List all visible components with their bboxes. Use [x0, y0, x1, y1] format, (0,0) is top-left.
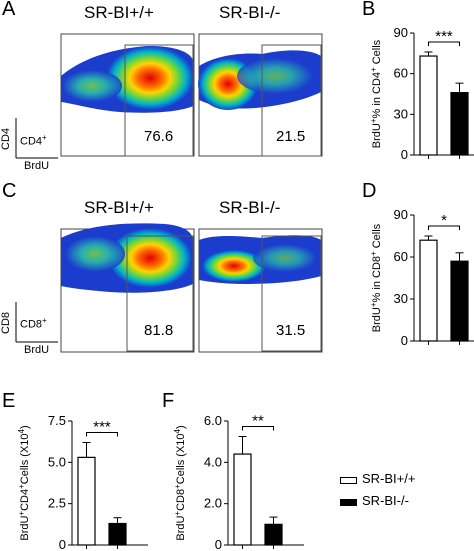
y-label-text: BrdU — [371, 123, 383, 148]
significance-label: ** — [252, 413, 264, 430]
panel-label-c: C — [2, 180, 17, 202]
legend-label-ko: SR-BI-/- — [362, 493, 409, 508]
bar-ko — [108, 522, 127, 546]
y-label-superscript: + — [369, 302, 378, 307]
y-label-text: ) — [19, 425, 31, 429]
y-tick-label: 2.0 — [204, 496, 222, 511]
y-label-superscript: + — [173, 484, 182, 489]
panel-label-a: A — [2, 0, 16, 20]
y-label-superscript: + — [369, 67, 378, 72]
y-tick-label: 6.0 — [204, 413, 222, 428]
significance-label: *** — [435, 28, 453, 45]
y-tick-label: 7.5 — [48, 413, 66, 428]
legend-swatch-ko — [340, 499, 357, 506]
y-label-text: CD4 — [19, 489, 31, 511]
y-tick-label: 0 — [401, 147, 408, 162]
axis-indicator-cd8 — [15, 302, 58, 343]
y-tick-label: 5.0 — [48, 454, 66, 469]
y-label-superscript: 4 — [17, 428, 26, 433]
bar-ko — [450, 92, 469, 156]
significance-bracket — [428, 225, 460, 230]
flow-plot-cd4-ko — [198, 33, 323, 157]
header-wt-top: SR-BI+/+ — [84, 3, 154, 22]
y-label-superscript: 4 — [173, 428, 182, 433]
flow-xlabel-brdu-bottom: BrdU — [24, 344, 50, 356]
y-label-text: % in CD4 — [371, 72, 383, 118]
header-ko-bottom: SR-BI-/- — [219, 198, 281, 217]
y-tick-label: 90 — [394, 25, 408, 40]
y-label-superscript: + — [17, 484, 26, 489]
y-tick-label: 4.0 — [204, 454, 222, 469]
y-label-superscript: + — [369, 251, 378, 256]
y-tick-label: 30 — [394, 106, 408, 121]
y-axis-label: BrdU+CD4+Cells (X104) — [17, 425, 32, 540]
bar-wt — [233, 453, 252, 546]
bar-ko — [450, 260, 469, 342]
significance-label: * — [441, 212, 447, 229]
y-label-superscript: + — [369, 118, 378, 123]
y-axis-label: BrdU+CD8+Cells (X104) — [173, 425, 188, 540]
pct-cd4-ko: 21.5 — [276, 128, 306, 145]
y-label-text: BrdU — [371, 307, 383, 332]
y-label-text: BrdU — [175, 516, 187, 541]
bar-ko — [264, 523, 283, 546]
bar-wt — [419, 55, 438, 156]
panel-label-d: D — [362, 180, 377, 202]
y-label-text: % in CD8 — [371, 256, 383, 302]
header-ko-top: SR-BI-/- — [219, 3, 281, 22]
significance-bracket — [242, 426, 274, 431]
panel-label-f: F — [162, 390, 175, 412]
header-wt-bottom: SR-BI+/+ — [84, 198, 154, 217]
y-label-text: BrdU — [19, 516, 31, 541]
y-label-text: Cells (X10 — [175, 433, 187, 484]
y-tick-label: 60 — [394, 66, 408, 81]
flow-plot-cd8-wt — [60, 223, 195, 353]
y-tick-label: 2.5 — [48, 496, 66, 511]
y-label-text: Cells — [371, 39, 383, 67]
flow-gate-cd4: CD4+ — [20, 133, 47, 148]
bar-chart-f: 02.04.06.0 **BrdU+CD8+Cells (X104) — [173, 413, 304, 551]
legend-label-wt: SR-BI+/+ — [362, 471, 416, 486]
y-tick-label: 0 — [59, 537, 66, 551]
y-tick-label: 90 — [394, 207, 408, 222]
flow-plot-cd8-ko — [198, 228, 323, 353]
y-tick-label: 30 — [394, 291, 408, 306]
y-label-text: Cells (X10 — [19, 433, 31, 484]
pct-cd8-wt: 81.8 — [144, 322, 174, 339]
y-label-text: CD8 — [175, 489, 187, 511]
y-label-superscript: + — [173, 511, 182, 516]
y-label-text: ) — [175, 425, 187, 429]
flow-xlabel-brdu-top: BrdU — [24, 160, 50, 172]
pct-cd8-ko: 31.5 — [276, 322, 306, 339]
significance-bracket — [428, 41, 460, 46]
flow-gate-cd8: CD8+ — [20, 316, 47, 331]
panel-label-b: B — [362, 0, 376, 20]
bar-wt — [77, 456, 96, 546]
significance-bracket — [86, 431, 118, 437]
panel-label-e: E — [2, 390, 16, 412]
significance-label: *** — [93, 418, 111, 435]
y-axis-label: BrdU+% in CD8+ Cells — [369, 223, 384, 332]
bar-wt — [419, 239, 438, 342]
flow-plot-cd4-wt — [60, 33, 195, 157]
y-axis-label: BrdU+% in CD4+ Cells — [369, 39, 384, 148]
y-tick-label: 0 — [401, 333, 408, 348]
axis-indicator-cd4 — [15, 118, 58, 159]
y-label-text: Cells — [371, 223, 383, 251]
bar-chart-e: 02.55.07.5 ***BrdU+CD4+Cells (X104) — [17, 413, 148, 551]
legend-swatch-wt — [340, 477, 357, 484]
y-tick-label: 60 — [394, 249, 408, 264]
y-tick-label: 0 — [215, 537, 222, 551]
y-label-superscript: + — [17, 511, 26, 516]
pct-cd4-wt: 76.6 — [144, 128, 174, 145]
